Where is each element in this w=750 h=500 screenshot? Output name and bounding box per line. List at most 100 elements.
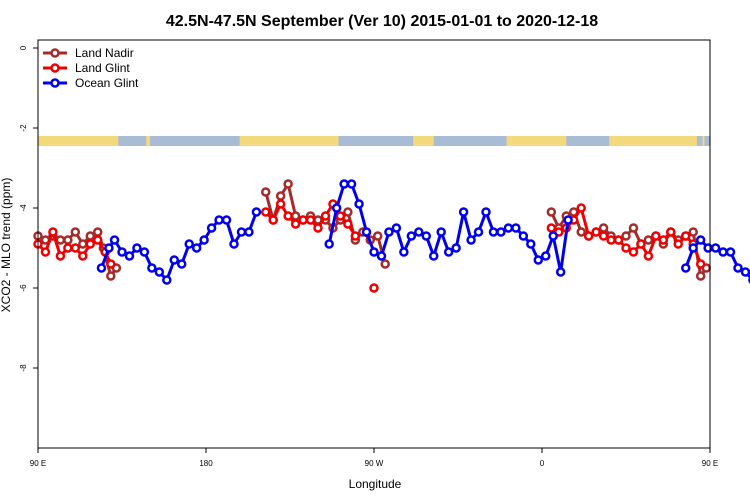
land-band bbox=[146, 136, 150, 146]
data-point bbox=[718, 247, 728, 257]
data-point bbox=[92, 235, 103, 245]
data-point bbox=[191, 243, 202, 253]
ocean-band bbox=[38, 136, 710, 146]
legend-item: Land Nadir bbox=[43, 46, 134, 60]
data-point bbox=[339, 179, 349, 189]
data-point bbox=[673, 239, 684, 249]
data-point bbox=[526, 239, 536, 249]
data-point bbox=[283, 179, 293, 189]
x-tick-label: 90 W bbox=[365, 459, 384, 468]
data-point bbox=[96, 263, 107, 273]
data-point bbox=[628, 247, 639, 257]
data-point bbox=[695, 271, 706, 281]
data-point bbox=[688, 243, 698, 253]
data-point bbox=[117, 247, 127, 257]
data-point bbox=[488, 227, 499, 237]
data-point bbox=[78, 251, 88, 261]
data-point bbox=[643, 251, 654, 261]
x-axis: 90 E 180 90 W 0 90 E bbox=[30, 448, 718, 468]
data-point bbox=[63, 235, 73, 245]
data-point bbox=[710, 243, 721, 253]
data-point bbox=[606, 235, 616, 245]
chart-title: 42.5N-47.5N September (Ver 10) 2015-01-0… bbox=[166, 13, 598, 30]
legend-swatch-marker bbox=[50, 78, 60, 88]
data-point bbox=[643, 235, 654, 245]
data-point bbox=[740, 267, 750, 277]
data-point bbox=[613, 235, 624, 245]
data-point bbox=[725, 247, 736, 257]
data-point bbox=[369, 283, 379, 293]
data-point bbox=[124, 251, 135, 261]
data-point bbox=[343, 207, 353, 217]
data-point bbox=[109, 235, 120, 245]
y-tick-label: -4 bbox=[19, 204, 28, 212]
land-band bbox=[38, 136, 119, 146]
data-point bbox=[503, 223, 514, 233]
land-band bbox=[506, 136, 567, 146]
data-point bbox=[199, 235, 209, 245]
data-point bbox=[695, 259, 706, 269]
land-sea-strip bbox=[38, 136, 710, 146]
data-point bbox=[206, 223, 217, 233]
legend-swatch-marker bbox=[50, 48, 60, 58]
legend-label: Land Nadir bbox=[75, 46, 134, 60]
data-point bbox=[621, 231, 631, 241]
x-tick-label: 0 bbox=[540, 459, 545, 468]
data-point bbox=[458, 207, 469, 217]
data-point bbox=[70, 227, 81, 237]
data-point bbox=[598, 223, 609, 233]
y-axis: 0 -2 -4 -6 -8 bbox=[19, 45, 38, 372]
data-point bbox=[414, 227, 424, 237]
data-point bbox=[548, 231, 558, 241]
data-point bbox=[343, 219, 353, 229]
y-axis-label: XCO2 - MLO trend (ppm) bbox=[0, 178, 13, 313]
data-point bbox=[290, 211, 301, 221]
data-point bbox=[421, 231, 432, 241]
legend-label: Ocean Glint bbox=[75, 76, 139, 90]
series-ocean-glint bbox=[96, 179, 750, 285]
data-point bbox=[733, 263, 743, 273]
data-point bbox=[55, 235, 66, 245]
data-point bbox=[680, 263, 691, 273]
data-point bbox=[443, 247, 454, 257]
data-point bbox=[40, 247, 51, 257]
x-axis-label: Longitude bbox=[349, 477, 402, 491]
land-band bbox=[413, 136, 434, 146]
data-point bbox=[214, 215, 224, 225]
data-point bbox=[658, 235, 669, 245]
data-point bbox=[221, 215, 232, 225]
data-point bbox=[162, 275, 172, 285]
data-point bbox=[305, 215, 316, 225]
data-point bbox=[260, 207, 271, 217]
data-point bbox=[481, 207, 491, 217]
data-point bbox=[331, 203, 342, 213]
data-point bbox=[399, 247, 409, 257]
data-point bbox=[260, 187, 271, 197]
data-point bbox=[621, 243, 631, 253]
data-point bbox=[628, 223, 639, 233]
legend-swatch-marker bbox=[50, 63, 60, 73]
legend-item: Land Glint bbox=[43, 61, 130, 75]
data-point bbox=[132, 243, 142, 253]
y-tick-label: -6 bbox=[19, 284, 28, 292]
data-point bbox=[695, 235, 706, 245]
data-point bbox=[154, 267, 165, 277]
data-point bbox=[376, 251, 387, 261]
data-point bbox=[346, 179, 357, 189]
data-point bbox=[290, 219, 301, 229]
data-point bbox=[555, 267, 566, 277]
data-point bbox=[244, 227, 254, 237]
data-point bbox=[703, 243, 713, 253]
data-point bbox=[298, 215, 308, 225]
data-point bbox=[518, 231, 529, 241]
data-point bbox=[320, 211, 331, 221]
data-point bbox=[391, 223, 402, 233]
data-point bbox=[473, 227, 484, 237]
data-point bbox=[324, 239, 334, 249]
data-point bbox=[184, 239, 194, 249]
data-point bbox=[384, 227, 394, 237]
data-point bbox=[268, 215, 278, 225]
data-point bbox=[92, 227, 103, 237]
data-point bbox=[354, 199, 364, 209]
data-point bbox=[313, 223, 323, 233]
